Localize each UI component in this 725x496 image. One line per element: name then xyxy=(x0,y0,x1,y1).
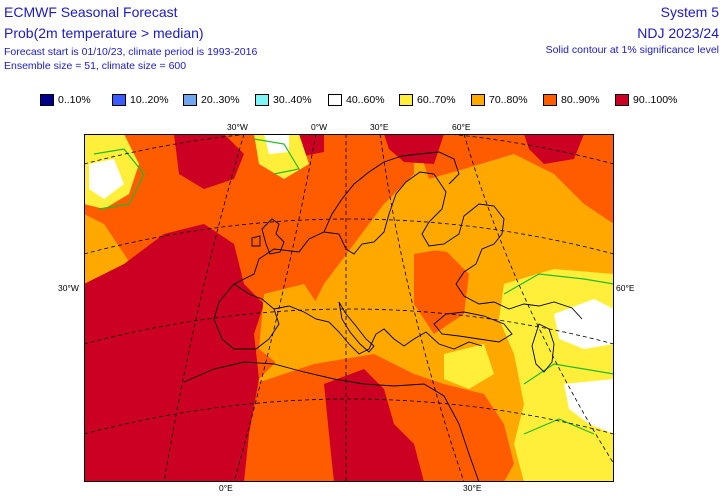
legend-swatch xyxy=(255,94,269,106)
coastline-europe xyxy=(233,171,583,320)
probability-map xyxy=(84,134,614,482)
prob-region-40-60 xyxy=(554,299,614,349)
legend-label: 30..40% xyxy=(273,94,312,106)
legend-swatch xyxy=(40,94,54,106)
prob-region-40-60 xyxy=(264,134,289,154)
prob-region-90-100 xyxy=(324,369,424,482)
lon-label-bottom-0: 0°E xyxy=(219,483,233,493)
meridian-line xyxy=(463,134,614,465)
prob-region-40-60 xyxy=(89,159,124,199)
significance-contour xyxy=(93,138,300,210)
legend-label: 10..20% xyxy=(130,94,169,106)
lat-label-right: 60°E xyxy=(616,283,635,293)
lon-label-0: 0°W xyxy=(311,122,328,132)
coastline-africa xyxy=(183,361,480,482)
legend-label: 0..10% xyxy=(58,94,91,106)
legend-label: 40..60% xyxy=(346,94,385,106)
prob-region-90-100 xyxy=(174,134,244,189)
lon-label-bottom-30e: 30°E xyxy=(463,483,482,493)
ensemble-info: Ensemble size = 51, climate size = 600 xyxy=(4,60,187,72)
coastline-caspian xyxy=(531,323,555,373)
parallel-line xyxy=(84,398,614,435)
graticule xyxy=(84,134,614,482)
significance-contour xyxy=(503,273,614,435)
prob-region-90-100 xyxy=(384,134,444,164)
legend-label: 70..80% xyxy=(489,94,528,106)
meridian-line xyxy=(379,134,465,482)
prob-region-90-100 xyxy=(84,224,264,482)
lon-label-30e: 30°E xyxy=(370,122,389,132)
system-label: System 5 xyxy=(660,4,719,20)
lon-label-60e: 60°E xyxy=(452,122,471,132)
legend-swatch xyxy=(615,94,629,106)
parallel-line xyxy=(84,218,614,255)
prob-region-60-70 xyxy=(444,344,494,389)
significance-note: Solid contour at 1% significance level xyxy=(545,44,719,56)
parallel-line xyxy=(84,308,614,345)
coastline-iberia xyxy=(213,283,280,350)
coastline-scandinavia xyxy=(323,151,460,233)
legend-swatch xyxy=(183,94,197,106)
legend-label: 20..30% xyxy=(201,94,240,106)
legend-swatch xyxy=(399,94,413,106)
lon-label-30w: 30°W xyxy=(227,122,248,132)
forecast-info: Forecast start is 01/10/23, climate peri… xyxy=(4,46,258,58)
title: ECMWF Seasonal Forecast xyxy=(4,4,178,20)
coastline-mediterranean xyxy=(273,305,483,355)
coastline-black-sea xyxy=(433,311,513,343)
coastline-uk xyxy=(251,218,285,255)
legend-swatch xyxy=(543,94,557,106)
legend-swatch xyxy=(328,94,342,106)
subtitle: Prob(2m temperature > median) xyxy=(4,25,204,41)
prob-region-90-100 xyxy=(524,134,584,164)
meridian-line xyxy=(163,134,245,482)
legend-label: 60..70% xyxy=(417,94,456,106)
prob-region-40-60 xyxy=(564,379,614,434)
legend-swatch xyxy=(112,94,126,106)
meridian-line xyxy=(233,134,317,482)
prob-region-70-80 xyxy=(259,284,324,369)
map-frame xyxy=(84,134,614,482)
season-label: NDJ 2023/24 xyxy=(637,25,719,41)
legend-swatch xyxy=(471,94,485,106)
legend-label: 80..90% xyxy=(561,94,600,106)
lat-label-left: 30°W xyxy=(58,283,79,293)
legend-label: 90..100% xyxy=(633,94,678,106)
prob-region-80-90 xyxy=(84,134,414,384)
